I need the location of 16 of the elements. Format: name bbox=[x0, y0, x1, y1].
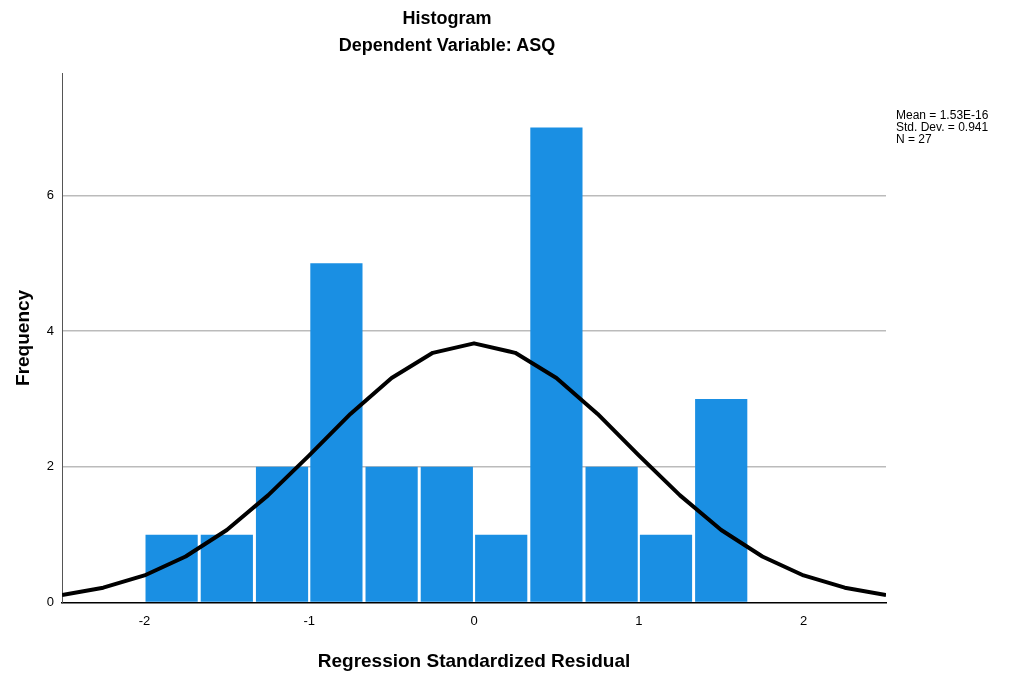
x-tick-label: 1 bbox=[635, 612, 643, 628]
y-axis-title: Frequency bbox=[11, 289, 33, 386]
text: N = 27 bbox=[896, 132, 933, 147]
text: Std. Dev. = 0.941 bbox=[896, 120, 989, 135]
x-tick-label: 0 bbox=[470, 612, 478, 628]
x-axis-title: Regression Standardized Residual bbox=[317, 649, 631, 671]
x-tick-label: 2 bbox=[799, 612, 808, 628]
chart-title: Histogram bbox=[402, 7, 492, 28]
y-tick-label: 2 bbox=[46, 458, 55, 474]
y-tick-label: 6 bbox=[46, 186, 55, 202]
text: Mean = 1.53E-16 bbox=[896, 108, 989, 123]
y-tick-label: 0 bbox=[46, 594, 55, 610]
x-tick-label: -2 bbox=[138, 612, 151, 628]
y-tick-label: 4 bbox=[46, 322, 55, 338]
chart-subtitle: Dependent Variable: ASQ bbox=[338, 35, 556, 56]
x-tick-label: -1 bbox=[303, 612, 315, 628]
